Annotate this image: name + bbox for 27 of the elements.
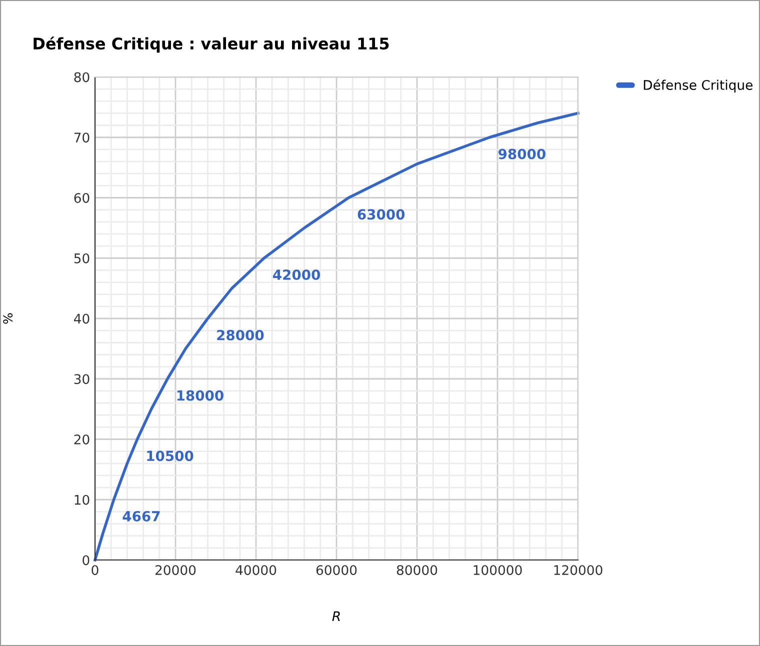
annotation: 28000 <box>217 330 264 340</box>
y-tick-label: 70 <box>74 132 90 143</box>
chart-title: Défense Critique : valeur au niveau 115 <box>34 36 389 53</box>
y-tick-label: 20 <box>74 434 90 444</box>
annotation: 42000 <box>273 269 320 280</box>
x-tick-label: 100000 <box>474 565 522 576</box>
x-tick-label: 60000 <box>316 565 357 576</box>
x-tick-label: 20000 <box>155 565 196 576</box>
y-tick-label: 80 <box>74 72 90 82</box>
x-tick-label: 40000 <box>236 565 276 576</box>
y-tick-label: 0 <box>82 555 90 566</box>
y-axis-title: % <box>3 313 13 324</box>
y-tick-label: 40 <box>74 314 90 324</box>
annotation: 10500 <box>147 450 194 462</box>
x-tick-label: 120000 <box>554 565 602 576</box>
annotation: 18000 <box>177 390 224 401</box>
legend-label: Défense Critique <box>644 79 752 93</box>
annotation: 4667 <box>122 510 160 522</box>
y-tick-label: 60 <box>74 192 90 203</box>
y-tick-label: 10 <box>74 494 90 505</box>
x-axis-title: R <box>332 611 340 621</box>
y-tick-label: 50 <box>74 253 90 264</box>
x-tick-label: 80000 <box>396 565 438 576</box>
x-tick-label: 0 <box>92 565 98 576</box>
y-tick-label: 30 <box>74 374 90 384</box>
annotation: 98000 <box>498 148 546 160</box>
annotation: 63000 <box>358 209 405 220</box>
